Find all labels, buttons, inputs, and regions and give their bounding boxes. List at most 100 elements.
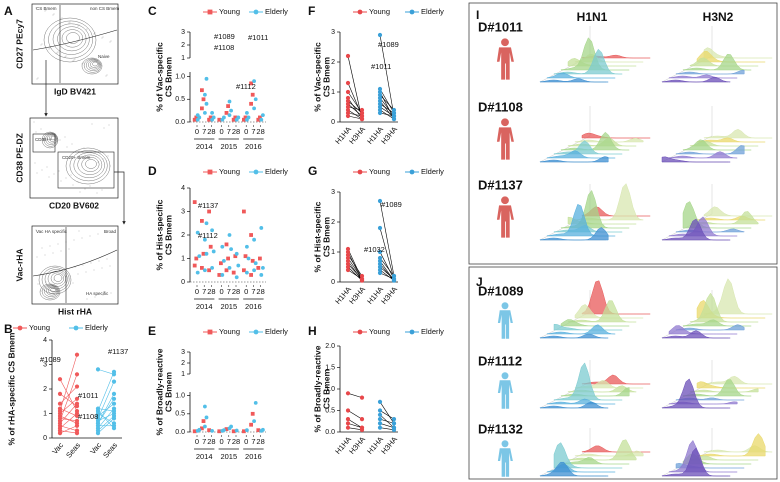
pair-line: [347, 427, 363, 431]
y-tick-label: 0.5: [175, 411, 185, 418]
panel-label: D: [148, 164, 157, 178]
flow-contour: [66, 32, 80, 44]
flow-event: [74, 58, 76, 60]
flow-event: [77, 273, 79, 275]
panel-label: H: [308, 324, 317, 338]
x-tick-label: H3HA: [379, 435, 399, 456]
data-point: [345, 53, 351, 59]
data-point: [57, 418, 63, 423]
pair-line: [59, 425, 78, 431]
x-tick-label: 28: [256, 287, 264, 296]
wf-ridge: [696, 215, 766, 221]
data-point: [391, 278, 397, 283]
y-tick-label: 1.5: [325, 364, 335, 371]
pair-line: [379, 97, 395, 117]
data-point: [259, 117, 264, 122]
icon-head: [501, 440, 509, 448]
data-point: [377, 198, 383, 204]
y-tick-label: 2: [43, 386, 47, 393]
data-point: [256, 117, 261, 122]
pair-line: [347, 106, 363, 111]
data-point: [256, 266, 261, 270]
annotation: #1011: [248, 33, 268, 42]
data-point: [229, 247, 234, 252]
data-point: [227, 233, 232, 237]
gate-label: CD20+ Bmem: [62, 155, 91, 160]
data-point: [219, 261, 223, 266]
flow-event: [89, 67, 91, 69]
flow-event: [98, 70, 100, 72]
flow-event: [53, 173, 55, 175]
wf-ridge: [553, 48, 623, 75]
data-point: [222, 258, 226, 263]
data-point: [236, 115, 241, 120]
data-point: [253, 401, 258, 405]
wf-ridge: [675, 145, 745, 155]
wf-ridge: [581, 132, 651, 139]
flow-event: [108, 124, 110, 126]
annotation: #1011: [371, 62, 391, 71]
x-tick-label: H3HA: [347, 285, 367, 306]
y-tick-label: 2: [331, 59, 335, 66]
data-point: [377, 92, 383, 98]
flow-contour: [50, 272, 65, 285]
legend-marker: [357, 9, 363, 15]
data-point: [252, 237, 256, 242]
gate-line: [32, 249, 118, 277]
y-tick-label: 3: [181, 349, 185, 356]
data-point: [377, 110, 383, 116]
data-point: [377, 412, 383, 417]
data-point: [246, 256, 251, 261]
pair-line: [59, 379, 78, 412]
legend-label: Young: [219, 327, 240, 336]
data-point: [207, 428, 211, 433]
data-point: [249, 422, 253, 427]
gate-label: non CS Bmem: [90, 6, 120, 11]
axis-label: CD20 BV602: [49, 200, 99, 210]
flow-event: [40, 44, 42, 46]
icon-body: [497, 310, 513, 339]
flow-event: [48, 288, 50, 290]
person-icon: [496, 38, 514, 80]
pair-line: [379, 418, 395, 424]
y-tick-label: 3: [181, 208, 185, 215]
panel-label: G: [308, 164, 317, 178]
panel-label: J: [476, 275, 483, 289]
y-tick-label: 0.0: [175, 429, 185, 436]
data-point: [211, 249, 216, 254]
y-tick-label: 4: [181, 185, 185, 192]
data-point: [224, 268, 229, 273]
x-tick-label: 28: [232, 127, 240, 136]
y-tick-label: 0: [331, 279, 335, 286]
flow-event: [60, 180, 62, 182]
data-point: [111, 372, 117, 377]
flow-event: [101, 189, 103, 191]
flow-event: [94, 32, 96, 34]
data-point: [391, 417, 397, 422]
data-point: [345, 110, 351, 116]
legend-label: Young: [219, 167, 240, 176]
data-point: [261, 113, 265, 118]
column-header: H1N1: [577, 10, 608, 24]
legend-label: Elderly: [421, 7, 444, 16]
panel-label: B: [4, 322, 13, 336]
flow-event: [79, 191, 81, 193]
data-point: [377, 98, 383, 104]
data-point: [197, 254, 202, 259]
flow-event: [106, 74, 108, 76]
flow-contour: [77, 154, 103, 175]
flow-event: [103, 127, 105, 129]
panel-label: C: [148, 4, 157, 18]
legend-marker: [357, 329, 363, 335]
legend-marker: [207, 9, 213, 15]
data-point: [234, 275, 239, 280]
flow-event: [66, 146, 68, 148]
flow-contour: [44, 269, 68, 290]
flow-event: [42, 138, 44, 140]
icon-body: [497, 448, 513, 477]
y-tick-label: 3: [331, 29, 335, 36]
pair-line: [347, 393, 363, 398]
flow-event: [64, 136, 66, 138]
legend-label: Young: [219, 7, 240, 16]
data-point: [208, 244, 213, 249]
